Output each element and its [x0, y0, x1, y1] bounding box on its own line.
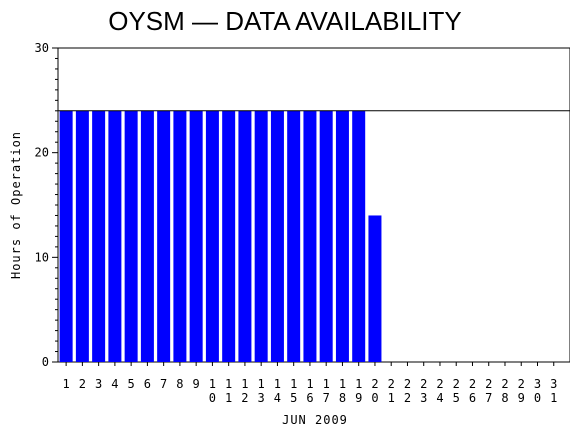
- bar-day-3: [92, 110, 106, 362]
- x-tick-label: 2: [79, 377, 86, 391]
- bar-day-1: [59, 110, 73, 362]
- y-tick-label: 20: [35, 146, 49, 160]
- bar-day-16: [303, 110, 317, 362]
- bar-day-11: [222, 110, 236, 362]
- bar-day-15: [287, 110, 301, 362]
- x-tick-label: 1: [63, 377, 70, 391]
- bar-day-20: [368, 215, 382, 362]
- bar-day-7: [157, 110, 171, 362]
- bar-day-18: [335, 110, 349, 362]
- bar-day-14: [270, 110, 284, 362]
- bar-day-2: [75, 110, 89, 362]
- bar-day-10: [205, 110, 219, 362]
- bar-day-12: [238, 110, 252, 362]
- x-axis-label: JUN 2009: [282, 413, 348, 427]
- x-tick-label: 3: [95, 377, 102, 391]
- y-tick-label: 10: [35, 250, 49, 264]
- x-tick-label: 7: [160, 377, 167, 391]
- bar-day-19: [352, 110, 366, 362]
- x-axis: 1 2 3 4 5 6 7 8 9 1 01 11 21 31 41 51 61 71 81 92 02 12 22 32 42…: [63, 362, 557, 405]
- x-tick-label: 8: [176, 377, 183, 391]
- x-tick-label: 9: [193, 377, 200, 391]
- bars-group: [59, 110, 382, 362]
- bar-day-5: [124, 110, 138, 362]
- bar-day-9: [189, 110, 203, 362]
- y-axis-label: Hours of Operation: [9, 131, 23, 279]
- bar-day-8: [173, 110, 187, 362]
- x-tick-label: 4: [111, 377, 118, 391]
- y-tick-label: 0: [42, 355, 49, 369]
- y-axis: 0 10 20 30: [35, 41, 58, 369]
- y-tick-label: 30: [35, 41, 49, 55]
- x-tick-label: 5: [128, 377, 135, 391]
- bar-day-17: [319, 110, 333, 362]
- bar-day-13: [254, 110, 268, 362]
- bar-day-6: [140, 110, 154, 362]
- bar-day-4: [108, 110, 122, 362]
- x-tick-label: 6: [144, 377, 151, 391]
- chart-title: OYSM — DATA AVAILABILITY: [108, 6, 462, 36]
